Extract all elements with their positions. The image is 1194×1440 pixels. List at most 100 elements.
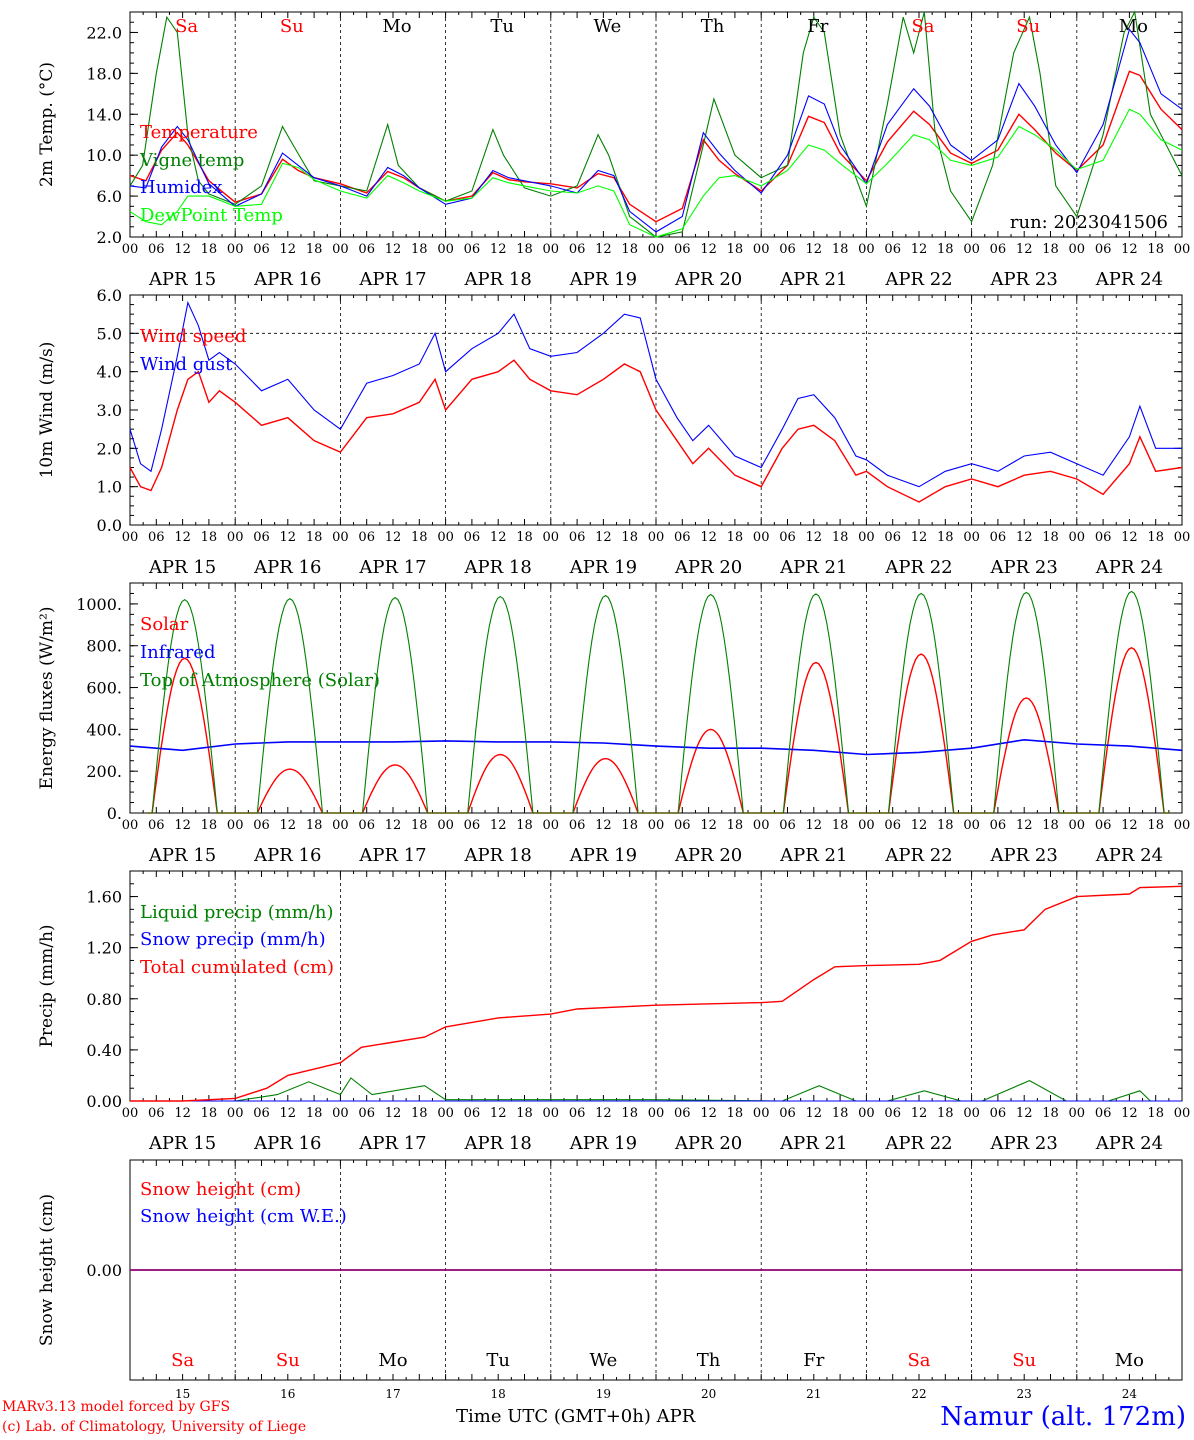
hour-tick-label: 12 bbox=[700, 818, 717, 833]
day-label: APR 16 bbox=[253, 557, 321, 578]
y-tick-label: 6.0 bbox=[97, 187, 122, 206]
weekday-label: Mo bbox=[1119, 16, 1148, 37]
day-label: APR 21 bbox=[779, 1133, 847, 1154]
hour-tick-label: 06 bbox=[1095, 242, 1112, 257]
time-axis-label: Time UTC (GMT+0h) APR bbox=[456, 1406, 696, 1427]
hour-tick-label: 12 bbox=[280, 242, 297, 257]
day-label: APR 21 bbox=[779, 557, 847, 578]
hour-tick-label: 06 bbox=[253, 530, 270, 545]
hour-tick-label: 12 bbox=[595, 1106, 612, 1121]
day-label: APR 20 bbox=[674, 1133, 742, 1154]
weekday-label: Th bbox=[697, 1350, 721, 1371]
y-axis-label: 2m Temp. (°C) bbox=[37, 62, 57, 187]
y-tick-label: 18.0 bbox=[86, 64, 122, 83]
hour-tick-label: 12 bbox=[700, 242, 717, 257]
hour-tick-label: 00 bbox=[648, 530, 665, 545]
hour-tick-label: 00 bbox=[858, 242, 875, 257]
weekday-label: Su bbox=[276, 1350, 300, 1371]
hour-tick-label: 12 bbox=[490, 818, 507, 833]
day-number-label: 24 bbox=[1122, 1387, 1138, 1401]
hour-tick-label: 06 bbox=[674, 242, 691, 257]
hour-tick-label: 12 bbox=[490, 530, 507, 545]
hour-tick-label: 12 bbox=[1016, 242, 1033, 257]
hour-tick-label: 00 bbox=[753, 818, 770, 833]
day-label: APR 24 bbox=[1095, 557, 1163, 578]
hour-tick-label: 00 bbox=[753, 1106, 770, 1121]
y-tick-label: 0.80 bbox=[86, 990, 122, 1009]
series-line-humidex bbox=[129, 28, 1183, 233]
y-tick-label: 4.0 bbox=[97, 363, 122, 382]
hour-tick-label: 00 bbox=[227, 530, 244, 545]
hour-tick-label: 00 bbox=[437, 530, 454, 545]
y-tick-label: 6.0 bbox=[97, 286, 122, 305]
hour-tick-label: 18 bbox=[1147, 530, 1164, 545]
hour-tick-label: 00 bbox=[858, 818, 875, 833]
weekday-label: Fr bbox=[803, 1350, 824, 1371]
hour-tick-label: 18 bbox=[306, 530, 323, 545]
hour-tick-label: 18 bbox=[832, 1106, 849, 1121]
run-annotation: run: 2023041506 bbox=[1010, 212, 1168, 233]
hour-tick-label: 18 bbox=[832, 242, 849, 257]
y-tick-label: 0.00 bbox=[86, 1261, 122, 1280]
legend-entry: Total cumulated (cm) bbox=[140, 957, 334, 978]
legend-entry: Snow precip (mm/h) bbox=[140, 929, 326, 950]
y-tick-label: 5.0 bbox=[97, 324, 122, 343]
hour-tick-label: 00 bbox=[437, 818, 454, 833]
hour-tick-label: 18 bbox=[306, 818, 323, 833]
hour-tick-label: 06 bbox=[253, 1106, 270, 1121]
hour-tick-label: 06 bbox=[148, 1106, 165, 1121]
hour-tick-label: 12 bbox=[174, 242, 191, 257]
station-label: Namur (alt. 172m) bbox=[940, 1402, 1186, 1432]
day-number-label: 19 bbox=[596, 1387, 611, 1401]
weekday-label: Mo bbox=[1115, 1350, 1144, 1371]
hour-tick-label: 12 bbox=[806, 818, 823, 833]
hour-tick-label: 00 bbox=[332, 242, 349, 257]
hour-tick-label: 00 bbox=[332, 1106, 349, 1121]
day-number-label: 15 bbox=[175, 1387, 190, 1401]
hour-tick-label: 12 bbox=[1016, 1106, 1033, 1121]
hour-tick-label: 18 bbox=[201, 242, 218, 257]
day-label: APR 17 bbox=[358, 557, 426, 578]
hour-tick-label: 06 bbox=[884, 242, 901, 257]
hour-tick-label: 06 bbox=[990, 818, 1007, 833]
series-line-wind-speed bbox=[129, 359, 1183, 503]
y-axis-label: Precip (mm/h) bbox=[37, 924, 57, 1047]
weekday-label: Tu bbox=[486, 1350, 510, 1371]
lab-credit: (c) Lab. of Climatology, University of L… bbox=[2, 1419, 307, 1435]
hour-tick-label: 18 bbox=[201, 530, 218, 545]
day-label: APR 18 bbox=[464, 269, 532, 290]
y-tick-label: 0.00 bbox=[86, 1092, 122, 1111]
hour-tick-label: 12 bbox=[1016, 818, 1033, 833]
day-label: APR 17 bbox=[358, 1133, 426, 1154]
hour-tick-label: 18 bbox=[937, 242, 954, 257]
hour-tick-label: 12 bbox=[280, 818, 297, 833]
hour-tick-label: 06 bbox=[884, 1106, 901, 1121]
y-tick-label: 1000. bbox=[76, 595, 122, 614]
day-label: APR 16 bbox=[253, 1133, 321, 1154]
series-line-total-cumulated-cm- bbox=[130, 885, 1183, 1102]
hour-tick-label: 18 bbox=[306, 1106, 323, 1121]
hour-tick-label: 00 bbox=[543, 1106, 560, 1121]
hour-tick-label: 00 bbox=[437, 1106, 454, 1121]
hour-tick-label: 00 bbox=[543, 242, 560, 257]
day-label: APR 15 bbox=[148, 557, 216, 578]
hour-tick-label: 06 bbox=[779, 530, 796, 545]
hour-tick-label: 12 bbox=[911, 242, 928, 257]
legend-entry: Snow height (cm) bbox=[140, 1179, 301, 1200]
legend-entry: Humidex bbox=[140, 177, 222, 198]
weekday-label: Su bbox=[1016, 16, 1040, 37]
hour-tick-label: 00 bbox=[1069, 242, 1086, 257]
hour-tick-label: 06 bbox=[253, 242, 270, 257]
hour-tick-label: 06 bbox=[674, 530, 691, 545]
y-axis-label: Energy fluxes (W/m²) bbox=[37, 607, 57, 790]
hour-tick-label: 12 bbox=[595, 242, 612, 257]
weekday-label: Tu bbox=[490, 16, 514, 37]
weekday-label: Sa bbox=[175, 16, 198, 37]
day-label: APR 22 bbox=[884, 845, 952, 866]
weekday-label: We bbox=[594, 16, 622, 37]
hour-tick-label: 00 bbox=[963, 530, 980, 545]
hour-tick-label: 18 bbox=[411, 818, 428, 833]
weekday-label: Fr bbox=[807, 16, 828, 37]
hour-tick-label: 18 bbox=[937, 818, 954, 833]
hour-tick-label: 00 bbox=[1069, 818, 1086, 833]
